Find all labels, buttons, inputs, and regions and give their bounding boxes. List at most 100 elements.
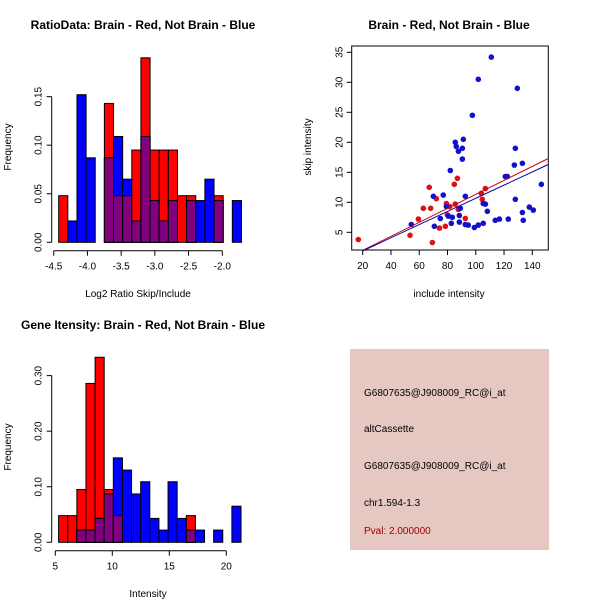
scatter-point-not-brain: [460, 136, 467, 143]
ratio-histogram-bar-overlap: [167, 200, 178, 243]
intensity-histogram-bar-brain: [67, 515, 78, 543]
scatter-point-not-brain: [482, 201, 489, 207]
ratio-histogram-bar-overlap: [103, 157, 115, 243]
intensity-histogram-bar-overlap: [185, 529, 196, 543]
scatter-x-tick-label: 80: [442, 261, 454, 272]
scatter-point-not-brain: [437, 215, 444, 222]
scatter-point-not-brain: [456, 212, 463, 219]
scatter-point-not-brain: [431, 223, 438, 230]
intensity-histogram-bar-not-brain: [167, 481, 178, 543]
scatter-y-tick-label: 15: [335, 166, 346, 178]
ratio-histogram-bar-not-brain: [76, 94, 87, 243]
scatter-x-tick-label: 40: [385, 261, 397, 272]
intensity-histogram-bar-brain: [94, 356, 105, 543]
scatter-point-brain: [462, 215, 469, 222]
scatter-point-not-brain: [512, 145, 519, 152]
probe-id: G6807635@J908009_RC@i_at: [364, 388, 506, 399]
scatter-point-brain: [427, 205, 434, 212]
scatter-y-tick-label: 35: [335, 46, 346, 58]
scatter-point-not-brain: [452, 139, 459, 146]
scatter-point-not-brain: [520, 217, 527, 224]
intensity-histogram-bar-not-brain: [213, 529, 224, 543]
intensity-histogram-y-tick-label: 0.10: [34, 477, 45, 497]
ratio-histogram-xlabel: Log2 Ratio Skip/Include: [85, 289, 191, 300]
scatter-point-brain: [407, 232, 413, 239]
intensity-histogram-xlabel: Intensity: [129, 589, 166, 600]
scatter-point-brain: [355, 236, 362, 243]
scatter-point-not-brain: [440, 192, 447, 198]
ratio-histogram-bar-not-brain: [67, 220, 78, 243]
scatter-point-not-brain: [447, 167, 454, 174]
scatter-point-brain: [451, 181, 458, 188]
intensity-histogram-bar-not-brain: [176, 517, 187, 543]
scatter-x-tick-label: 60: [414, 261, 426, 272]
scatter-point-not-brain: [449, 214, 456, 221]
scatter-point-not-brain: [475, 76, 482, 83]
scatter-x-tick-label: 140: [524, 261, 541, 272]
ratio-histogram-y-tick-label: 0.15: [34, 86, 45, 106]
scatter-point-not-brain: [519, 209, 526, 216]
scatter-y-tick-label: 5: [335, 229, 346, 235]
scatter-point-not-brain: [465, 222, 472, 228]
scatter-point-brain: [436, 225, 443, 231]
scatter-point-brain: [420, 205, 427, 212]
ratio-histogram-x-tick-label: -3.5: [113, 262, 131, 273]
intensity-histogram-bar-not-brain: [149, 517, 160, 543]
scatter-y-tick-label: 30: [335, 76, 346, 88]
ratio-histogram-bar-overlap: [122, 195, 133, 243]
scatter-point-not-brain: [511, 162, 518, 168]
scatter-point-not-brain: [430, 193, 437, 200]
scatter-point-not-brain: [448, 220, 455, 227]
scatter-point-brain: [429, 239, 436, 246]
event-type: altCassette: [364, 424, 415, 435]
intensity-histogram-bar-not-brain: [194, 529, 206, 543]
scatter-point-not-brain: [530, 207, 537, 213]
intensity-histogram-bar-overlap: [76, 529, 87, 543]
scatter-plot-box: [351, 45, 549, 251]
scatter-point-not-brain: [538, 181, 545, 188]
scatter-xlabel: include intensity: [413, 289, 484, 300]
scatter-point-not-brain: [459, 156, 466, 162]
scatter-x-tick-label: 120: [496, 261, 513, 272]
intensity-histogram-bar-not-brain: [231, 505, 242, 543]
regression-line-not-brain: [362, 164, 549, 252]
intensity-histogram-bar-brain: [85, 382, 96, 543]
scatter-point-brain: [415, 216, 422, 222]
scatter-y-tick-label: 10: [335, 196, 346, 208]
intensity-histogram-ylabel: Frequency: [3, 423, 14, 470]
intensity-histogram-bar-not-brain: [140, 481, 151, 543]
intensity-histogram-bar-not-brain: [131, 493, 142, 543]
ratio-histogram-bar-not-brain: [204, 178, 215, 243]
scatter-point-not-brain: [526, 204, 533, 210]
ratio-histogram-bar-overlap: [113, 195, 124, 243]
ratio-histogram-bar-brain: [176, 195, 188, 243]
ratio-histogram-bar-overlap: [213, 200, 224, 243]
ratio-histogram-x-tick-label: -2.0: [214, 262, 232, 273]
ratio-histogram-bar-overlap: [158, 220, 169, 243]
scatter-point-not-brain: [456, 219, 463, 225]
intensity-histogram-x-tick-label: 15: [164, 562, 176, 573]
intensity-histogram-y-tick-label: 0.00: [34, 532, 45, 552]
intensity-histogram-y-tick-label: 0.20: [34, 421, 45, 441]
intensity-histogram-bar-overlap: [94, 517, 105, 543]
scatter-point-not-brain: [462, 193, 469, 200]
scatter-point-not-brain: [496, 216, 503, 222]
ratio-histogram-y-tick-label: 0.10: [34, 135, 45, 155]
scatter-point-brain: [426, 184, 433, 191]
ratio-histogram-bar-not-brain: [195, 200, 206, 243]
ratio-histogram-title: RatioData: Brain - Red, Not Brain - Blue: [31, 18, 256, 32]
scatter-ylabel: skip intensity: [303, 118, 314, 175]
pval-text: Pval: 2.000000: [364, 526, 431, 537]
intensity-histogram-x-tick-label: 10: [107, 562, 119, 573]
ratio-histogram-x-tick-label: -4.5: [45, 262, 63, 273]
scatter-point-brain: [479, 196, 486, 203]
scatter-point-not-brain: [475, 222, 482, 228]
intensity-histogram-bar-not-brain: [121, 469, 133, 543]
ratio-histogram-bar-not-brain: [231, 200, 242, 243]
scatter-point-not-brain: [512, 196, 519, 203]
regression-line-brain: [362, 158, 549, 251]
scatter-point-not-brain: [480, 220, 487, 227]
probe-info-panel: G6807635@J908009_RC@i_at altCassette G68…: [350, 349, 549, 550]
ratio-histogram-y-tick-label: 0.05: [34, 184, 45, 204]
